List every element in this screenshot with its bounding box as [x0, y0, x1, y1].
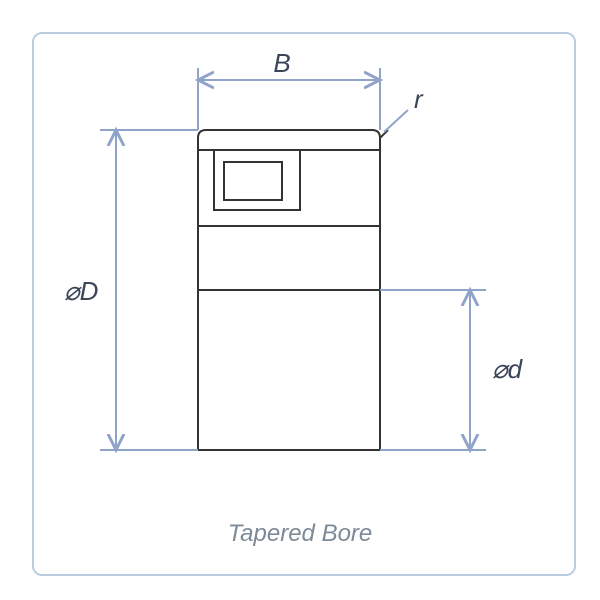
label-B: B — [273, 48, 290, 78]
dim-d — [380, 290, 486, 450]
diagram-svg: B r ⌀D ⌀d — [0, 0, 600, 600]
label-r: r — [414, 84, 424, 114]
dim-r — [384, 110, 408, 132]
label-D: ⌀D — [64, 276, 98, 306]
dim-D — [100, 130, 198, 450]
label-d: ⌀d — [492, 354, 524, 384]
bearing-section — [198, 130, 388, 450]
caption: Tapered Bore — [0, 520, 600, 548]
